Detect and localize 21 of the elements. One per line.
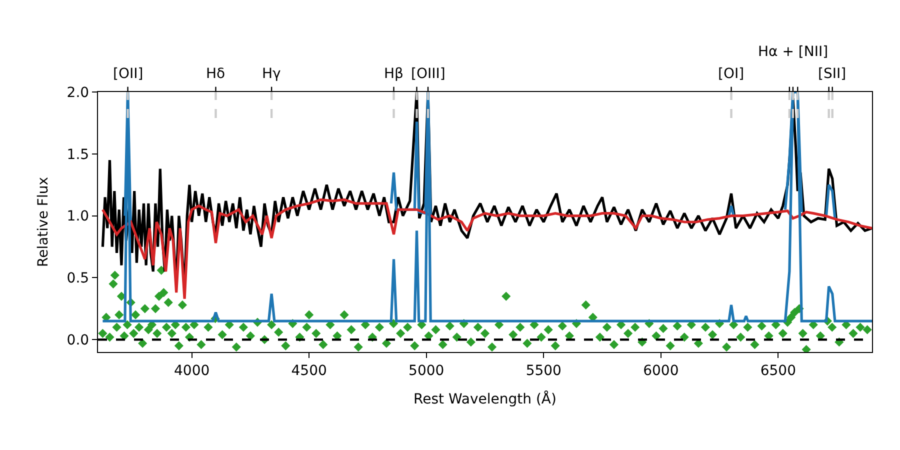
x-tick-label: 6000 bbox=[643, 362, 679, 379]
y-axis-title: Relative Flux bbox=[35, 176, 52, 268]
x-tick-label: 5500 bbox=[526, 362, 562, 379]
x-tick-label: 6500 bbox=[760, 362, 796, 379]
y-tick-label: 1.5 bbox=[66, 146, 90, 163]
ref-line-label: [SII] bbox=[818, 66, 846, 82]
x-tick-label: 4000 bbox=[174, 362, 210, 379]
y-tick-label: 1.0 bbox=[66, 208, 90, 225]
ref-line-label: [OI] bbox=[718, 66, 744, 82]
ref-line-label: Hδ bbox=[206, 66, 226, 82]
x-tick-label: 5000 bbox=[408, 362, 444, 379]
y-tick-label: 2.0 bbox=[66, 84, 90, 101]
ref-line-label: Hα + [NII] bbox=[758, 44, 828, 60]
ref-line-label: [OIII] bbox=[411, 66, 446, 82]
x-tick-label: 4500 bbox=[291, 362, 327, 379]
ref-line-label: [OII] bbox=[113, 66, 144, 82]
ref-line-label: Hβ bbox=[384, 66, 404, 82]
y-tick-label: 0.5 bbox=[66, 270, 90, 287]
ref-line-label: Hγ bbox=[262, 66, 281, 82]
x-axis-title: Rest Wavelength (Å) bbox=[414, 390, 556, 408]
y-tick-label: 0.0 bbox=[66, 332, 90, 349]
